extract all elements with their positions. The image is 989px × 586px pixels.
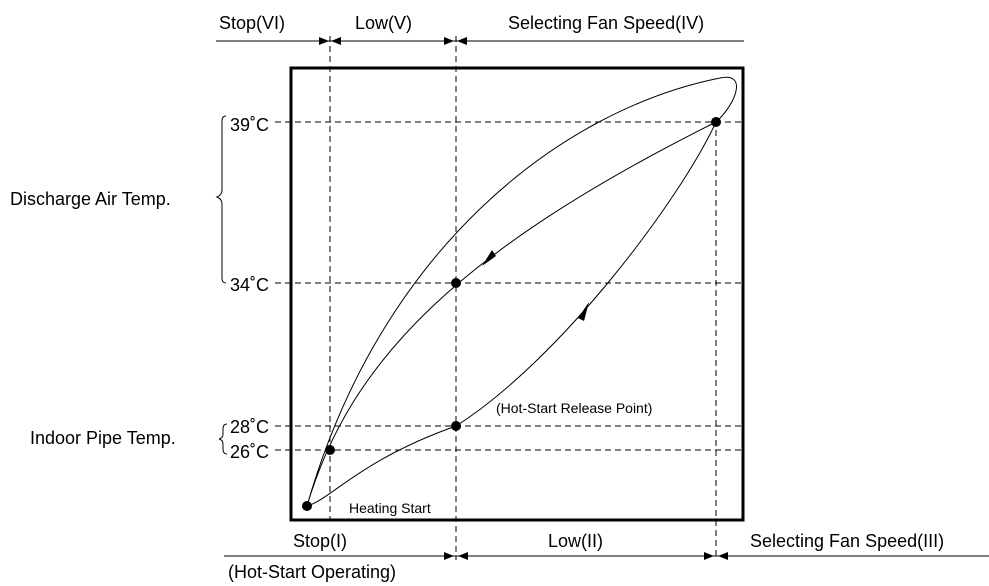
top-low-label: Low(V)	[355, 13, 412, 33]
bottom-stop-note: (Hot-Start Operating)	[228, 562, 396, 582]
discharge-bracket	[215, 115, 227, 284]
point-26c-stop	[325, 445, 335, 455]
indoor-pipe-bracket	[218, 423, 228, 455]
temp-39c-label: 39˚C	[230, 115, 269, 135]
top-stop-label: Stop(VI)	[219, 13, 285, 33]
point-34c-low	[451, 278, 461, 288]
top-selecting-label: Selecting Fan Speed(IV)	[508, 13, 704, 33]
direction-arrow-up	[578, 302, 589, 321]
discharge-air-temp-label: Discharge Air Temp.	[10, 189, 171, 209]
bottom-selecting-label: Selecting Fan Speed(III)	[750, 531, 944, 551]
indoor-pipe-temp-label: Indoor Pipe Temp.	[30, 428, 176, 448]
point-heating-start	[302, 501, 312, 511]
plot-frame	[289, 66, 745, 522]
upper-cooling-curve	[306, 76, 737, 507]
temp-28c-label: 28˚C	[230, 417, 269, 437]
lower-heating-curve	[306, 121, 717, 507]
point-28c-hot-start-release	[451, 421, 461, 431]
bottom-low-label: Low(II)	[548, 531, 603, 551]
hot-start-release-label: (Hot-Start Release Point)	[496, 400, 652, 416]
direction-arrow-down	[482, 250, 496, 266]
point-39c-selecting	[711, 117, 721, 127]
heating-start-label: Heating Start	[349, 500, 431, 516]
bottom-stop-label: Stop(I)	[293, 531, 347, 551]
temp-26c-label: 26˚C	[230, 442, 269, 462]
temp-34c-label: 34˚C	[230, 275, 269, 295]
